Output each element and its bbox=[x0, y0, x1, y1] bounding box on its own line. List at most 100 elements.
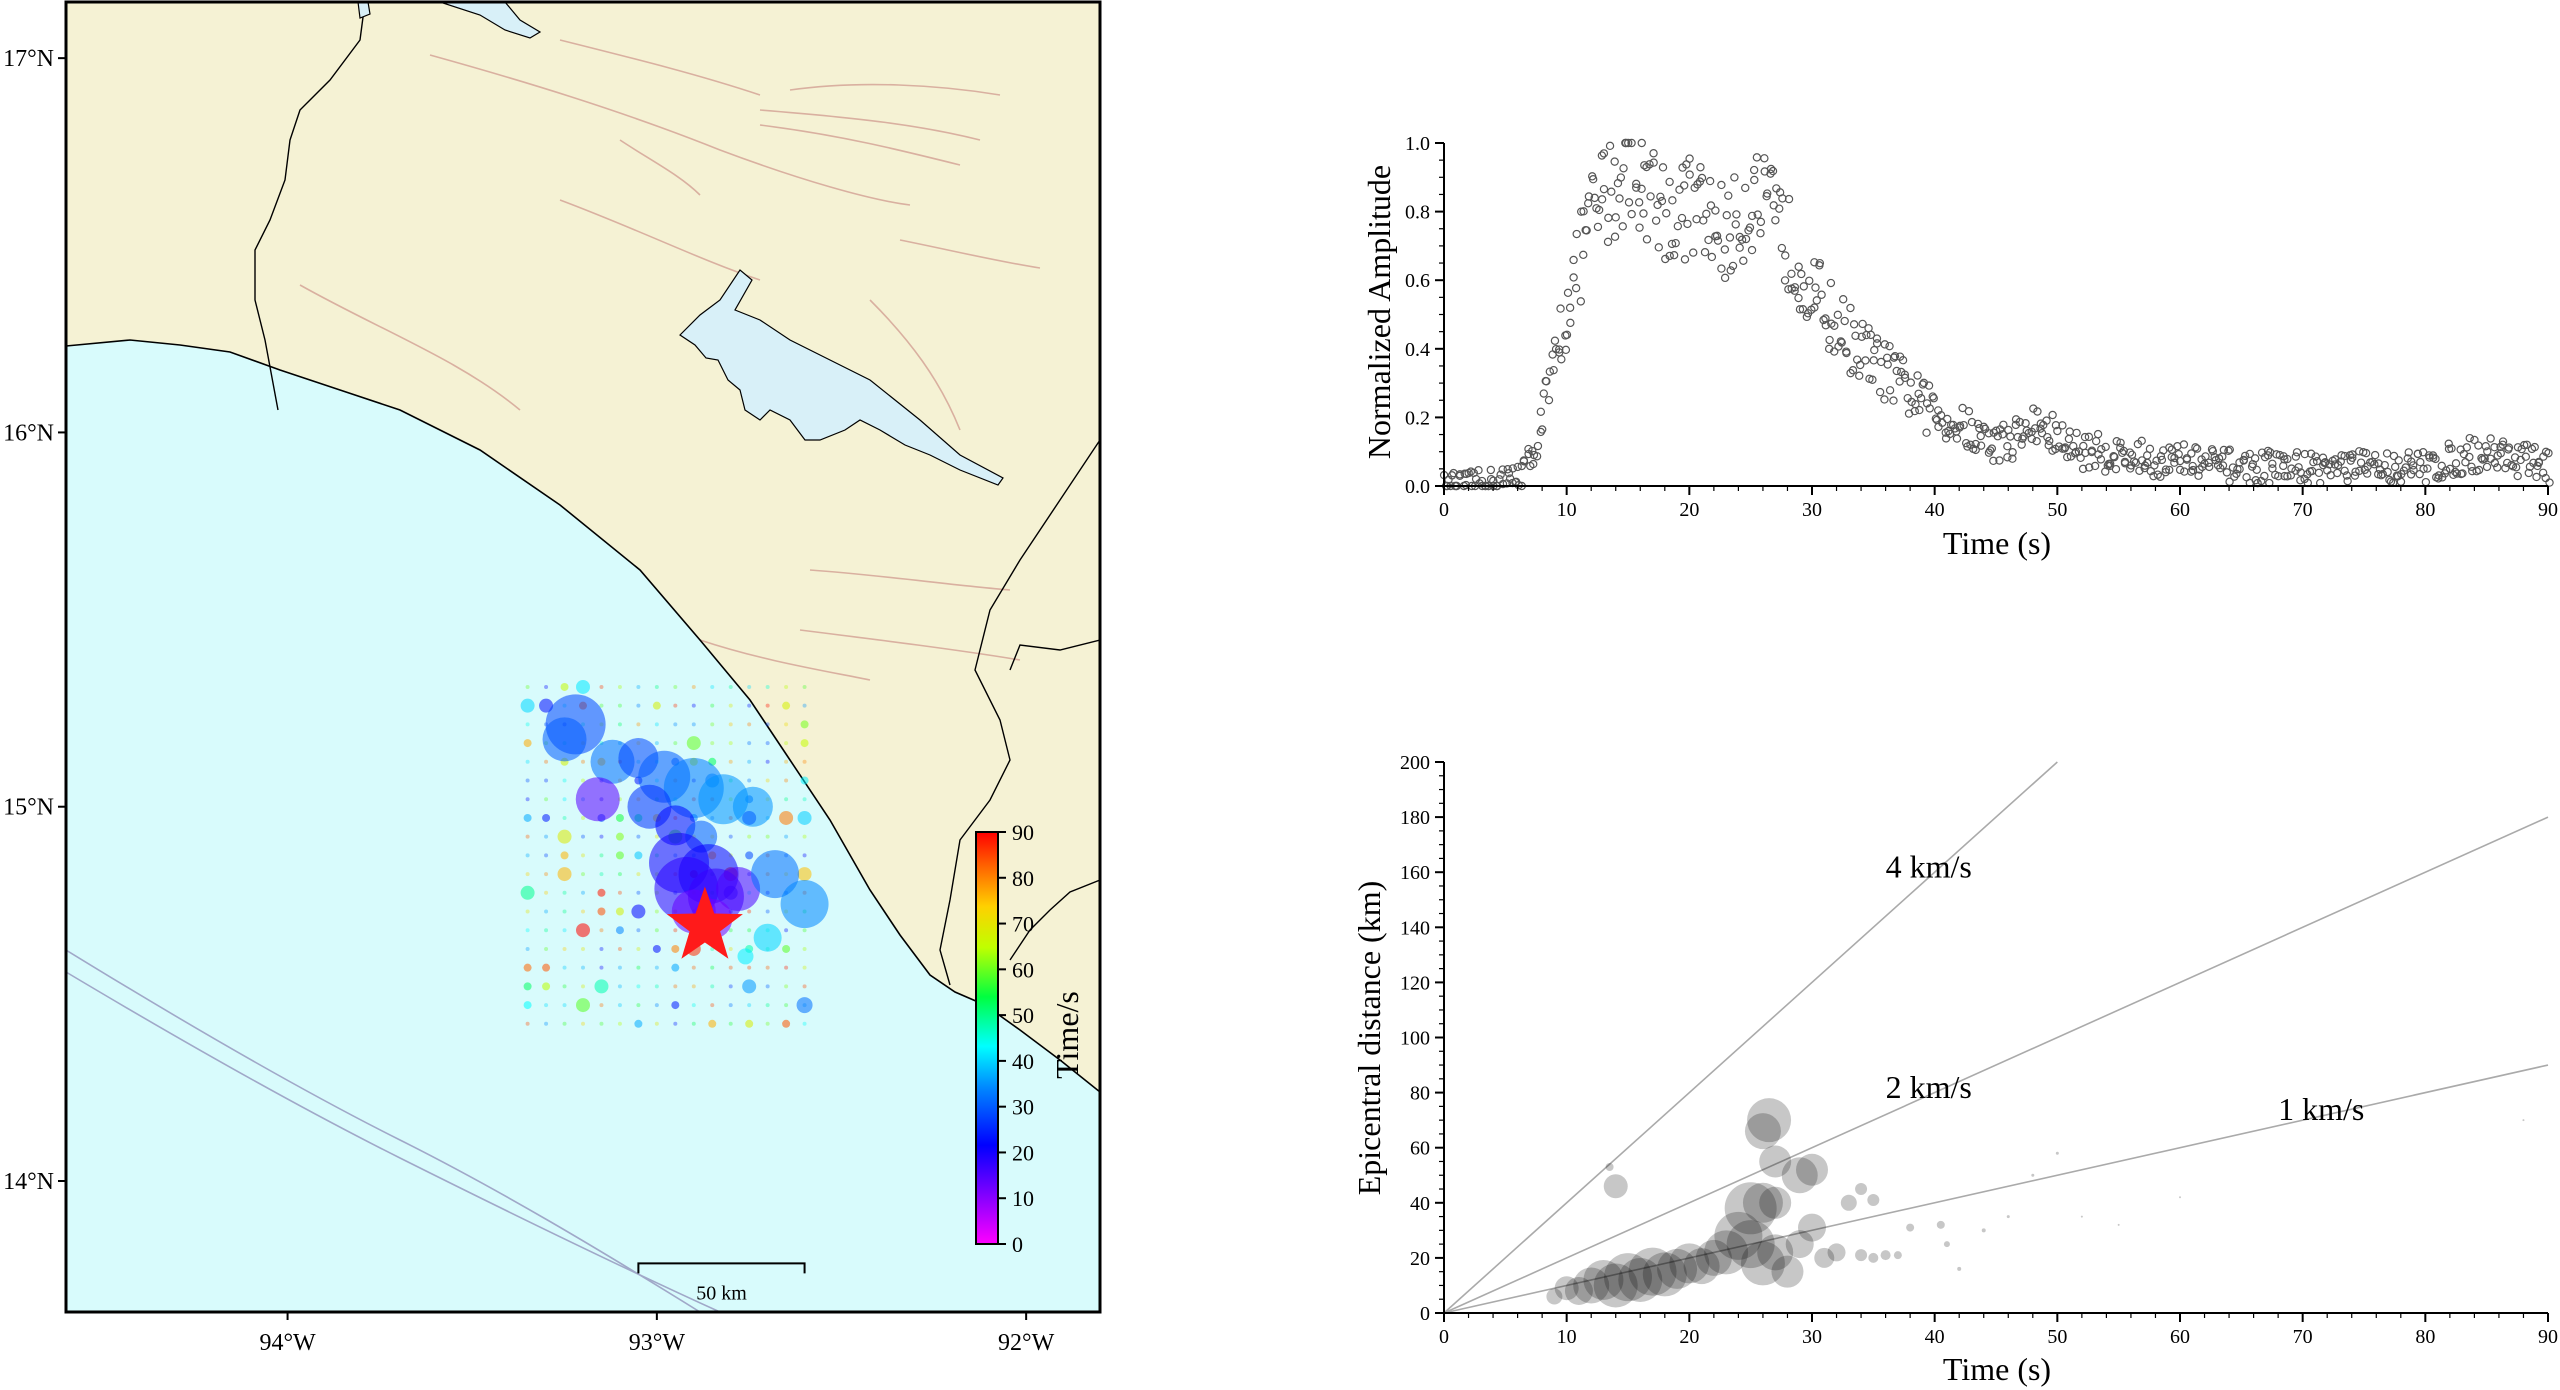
amplitude-point bbox=[2511, 463, 2521, 472]
amplitude-point bbox=[1889, 396, 1898, 405]
distance-bubble bbox=[1657, 1248, 1698, 1289]
distance-x-label: Time (s) bbox=[1943, 1351, 2051, 1387]
amplitude-point bbox=[2490, 442, 2499, 452]
amplitude-point bbox=[2112, 437, 2121, 446]
amplitude-point bbox=[2187, 449, 2196, 458]
amplitude-point bbox=[1712, 231, 1722, 241]
y-tick-label: 0.0 bbox=[1405, 476, 1430, 498]
amplitude-point bbox=[2294, 463, 2303, 472]
amplitude-point bbox=[1821, 314, 1830, 323]
amplitude-point bbox=[1569, 273, 1578, 282]
grid-source-point bbox=[523, 1001, 532, 1010]
amplitude-point bbox=[2111, 464, 2121, 474]
colorbar-tick-label: 90 bbox=[1012, 820, 1034, 845]
amplitude-point bbox=[1929, 394, 1938, 403]
amplitude-point bbox=[2507, 460, 2516, 470]
grid-source-point bbox=[691, 984, 696, 989]
grid-source-point bbox=[742, 979, 757, 994]
lon-tick-label: 92°W bbox=[998, 1330, 1055, 1356]
amplitude-point bbox=[2252, 465, 2261, 474]
amplitude-point bbox=[1766, 169, 1775, 178]
amplitude-point bbox=[1777, 243, 1787, 253]
grid-source-point bbox=[525, 797, 530, 802]
grid-source-point bbox=[802, 984, 807, 989]
amplitude-point bbox=[1645, 160, 1654, 169]
amplitude-point bbox=[2129, 457, 2139, 466]
amplitude-point bbox=[1627, 138, 1636, 148]
amplitude-x-ticks: 0 10 20 30 40 50 60 70 80 90 bbox=[1439, 486, 2558, 521]
amplitude-point bbox=[1780, 276, 1790, 285]
amplitude-point bbox=[1747, 211, 1757, 221]
amplitude-point bbox=[2218, 461, 2228, 470]
amplitude-point bbox=[2078, 464, 2088, 474]
distance-bubble bbox=[1546, 1288, 1563, 1305]
amplitude-point bbox=[2482, 462, 2492, 472]
amplitude-point bbox=[2474, 441, 2483, 450]
amplitude-point bbox=[2090, 461, 2100, 471]
grid-source-point bbox=[654, 741, 659, 746]
amplitude-point bbox=[2350, 471, 2360, 480]
amplitude-point bbox=[1545, 367, 1555, 376]
grid-source-point bbox=[599, 1021, 604, 1026]
amplitude-point bbox=[2496, 449, 2505, 458]
distance-bubble bbox=[1726, 1220, 1775, 1269]
amplitude-point bbox=[2444, 439, 2453, 448]
amplitude-point bbox=[1766, 164, 1776, 174]
distance-bubble bbox=[1604, 1253, 1652, 1302]
amplitude-point bbox=[2101, 442, 2110, 452]
amplitude-point bbox=[2413, 449, 2423, 459]
source-bubble bbox=[753, 923, 782, 952]
colorbar-tick-label: 20 bbox=[1012, 1140, 1034, 1165]
amplitude-point bbox=[1976, 441, 1986, 450]
distance-bubble bbox=[1742, 1182, 1783, 1223]
amplitude-point bbox=[2188, 461, 2197, 471]
grid-source-point bbox=[691, 965, 696, 970]
amplitude-point bbox=[2409, 465, 2418, 475]
amplitude-point bbox=[2465, 433, 2474, 443]
amplitude-point bbox=[2434, 474, 2443, 483]
amplitude-point bbox=[2421, 477, 2431, 487]
amplitude-point bbox=[1637, 184, 1646, 194]
amplitude-point bbox=[1557, 355, 1566, 364]
amplitude-point bbox=[1979, 422, 1988, 432]
amplitude-point bbox=[1717, 180, 1726, 190]
amplitude-point bbox=[1855, 371, 1864, 380]
grid-source-point bbox=[581, 1021, 585, 1026]
colorbar-tick-label: 70 bbox=[1012, 912, 1034, 937]
grid-source-point bbox=[747, 1003, 752, 1008]
amplitude-y-ticks: 0.0 0.2 0.4 0.6 0.8 1.0 bbox=[1405, 133, 1444, 498]
amplitude-point bbox=[1911, 400, 1920, 409]
grid-source-point bbox=[765, 1003, 770, 1008]
amplitude-point bbox=[1794, 293, 1803, 303]
source-bubble bbox=[751, 850, 800, 899]
grid-source-point bbox=[544, 1003, 549, 1008]
amplitude-point bbox=[1513, 462, 1522, 472]
source-bubble bbox=[780, 880, 829, 929]
amplitude-points bbox=[1439, 138, 2554, 491]
amplitude-point bbox=[2003, 442, 2012, 451]
amplitude-point bbox=[2306, 449, 2316, 458]
amplitude-point bbox=[1496, 470, 1505, 479]
amplitude-point bbox=[1566, 318, 1575, 328]
amplitude-point bbox=[2447, 444, 2456, 453]
grid-source-point bbox=[728, 684, 733, 689]
distance-bubble bbox=[1893, 1251, 1902, 1260]
amplitude-point bbox=[2366, 458, 2375, 467]
amplitude-point bbox=[2268, 459, 2277, 468]
amplitude-point bbox=[1529, 459, 1538, 469]
source-bubble bbox=[716, 867, 761, 912]
amplitude-point bbox=[1989, 456, 1998, 466]
amplitude-point bbox=[2462, 443, 2472, 452]
amplitude-point bbox=[1722, 211, 1731, 220]
y-tick-label: 120 bbox=[1400, 972, 1430, 994]
amplitude-point bbox=[2340, 466, 2349, 476]
amplitude-point bbox=[2545, 478, 2554, 487]
grid-source-point bbox=[673, 1021, 678, 1026]
grid-source-point bbox=[525, 778, 530, 783]
amplitude-point bbox=[1474, 466, 1483, 475]
scale-bar: 50 km bbox=[637, 1262, 806, 1304]
grid-source-point bbox=[560, 682, 569, 691]
amplitude-point bbox=[2375, 465, 2385, 474]
amplitude-point bbox=[1943, 414, 1952, 424]
amplitude-point bbox=[2060, 444, 2069, 453]
